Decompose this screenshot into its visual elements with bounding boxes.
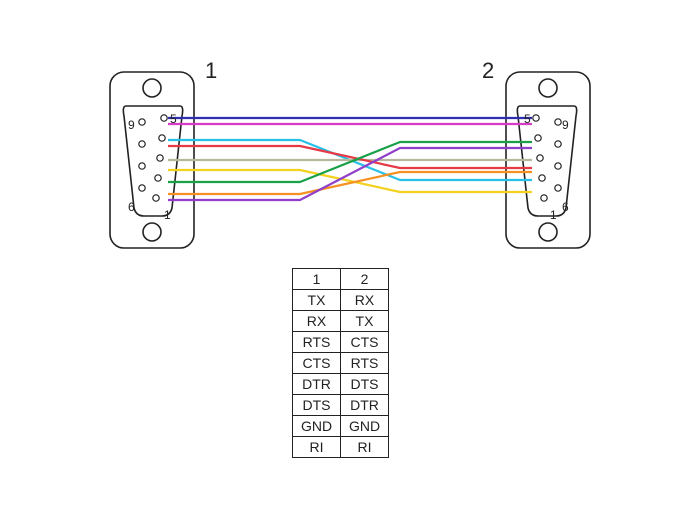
table-cell: 2: [341, 269, 389, 290]
pin-label: 6: [128, 200, 135, 214]
table-cell: CTS: [341, 332, 389, 353]
table-cell: DTS: [293, 395, 341, 416]
pinout-table: 12TXRXRXTXRTSCTSCTSRTSDTRDTSDTSDTRGNDGND…: [292, 268, 389, 458]
table-cell: DTS: [341, 374, 389, 395]
table-cell: TX: [341, 311, 389, 332]
table-cell: RX: [341, 290, 389, 311]
table-cell: GND: [293, 416, 341, 437]
pin-label: 5: [524, 112, 531, 126]
table-cell: DTR: [341, 395, 389, 416]
pin-label: 9: [128, 118, 135, 132]
pin-label: 6: [562, 200, 569, 214]
table-cell: GND: [341, 416, 389, 437]
table-cell: CTS: [293, 353, 341, 374]
table-cell: RTS: [293, 332, 341, 353]
table-cell: RTS: [341, 353, 389, 374]
table-cell: RI: [293, 437, 341, 458]
table-cell: 1: [293, 269, 341, 290]
table-cell: TX: [293, 290, 341, 311]
table-cell: RI: [341, 437, 389, 458]
connector-1-label: 1: [205, 58, 217, 84]
pin-label: 1: [164, 208, 171, 222]
pin-label: 1: [550, 208, 557, 222]
table-cell: RX: [293, 311, 341, 332]
pin-label: 5: [170, 112, 177, 126]
connector-2-label: 2: [482, 58, 494, 84]
pin-label: 9: [562, 118, 569, 132]
table-cell: DTR: [293, 374, 341, 395]
